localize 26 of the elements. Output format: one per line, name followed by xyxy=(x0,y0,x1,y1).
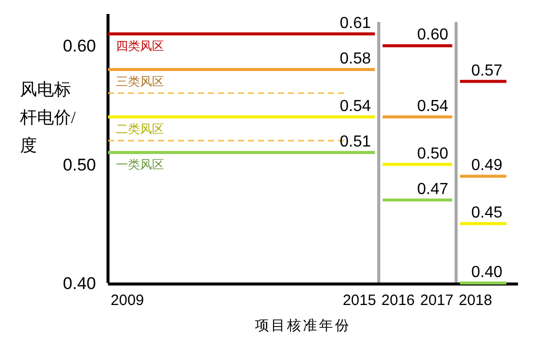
data-label: 0.57 xyxy=(471,62,502,80)
data-label: 0.49 xyxy=(471,157,502,174)
series-label: 一类风区 xyxy=(116,158,164,172)
series-label: 二类风区 xyxy=(116,122,164,136)
data-label: 0.40 xyxy=(471,264,502,281)
data-label: 0.45 xyxy=(471,204,502,222)
y-tick-label: 0.40 xyxy=(62,274,96,293)
x-tick-label: 2009 xyxy=(110,292,144,309)
data-label: 0.54 xyxy=(417,98,448,115)
series-label: 三类风区 xyxy=(116,74,164,88)
data-label: 0.47 xyxy=(417,180,448,198)
data-label: 0.61 xyxy=(340,14,371,32)
data-label: 0.54 xyxy=(340,98,371,115)
data-label: 0.58 xyxy=(340,50,371,68)
x-tick-label: 2017 xyxy=(420,292,454,309)
data-label: 0.51 xyxy=(340,134,371,150)
y-tick-label: 0.60 xyxy=(62,36,96,56)
x-tick-label: 2016 xyxy=(381,292,415,309)
y-axis-title: 风电标杆电价/度 xyxy=(19,80,76,155)
x-tick-label: 2018 xyxy=(458,292,492,309)
x-axis-title: 项目核准年份 xyxy=(255,318,351,334)
data-label: 0.50 xyxy=(417,145,448,162)
series-label: 四类风区 xyxy=(116,38,164,53)
x-tick-label: 2015 xyxy=(342,292,376,309)
data-label: 0.60 xyxy=(417,26,448,44)
y-tick-label: 0.50 xyxy=(62,155,96,174)
